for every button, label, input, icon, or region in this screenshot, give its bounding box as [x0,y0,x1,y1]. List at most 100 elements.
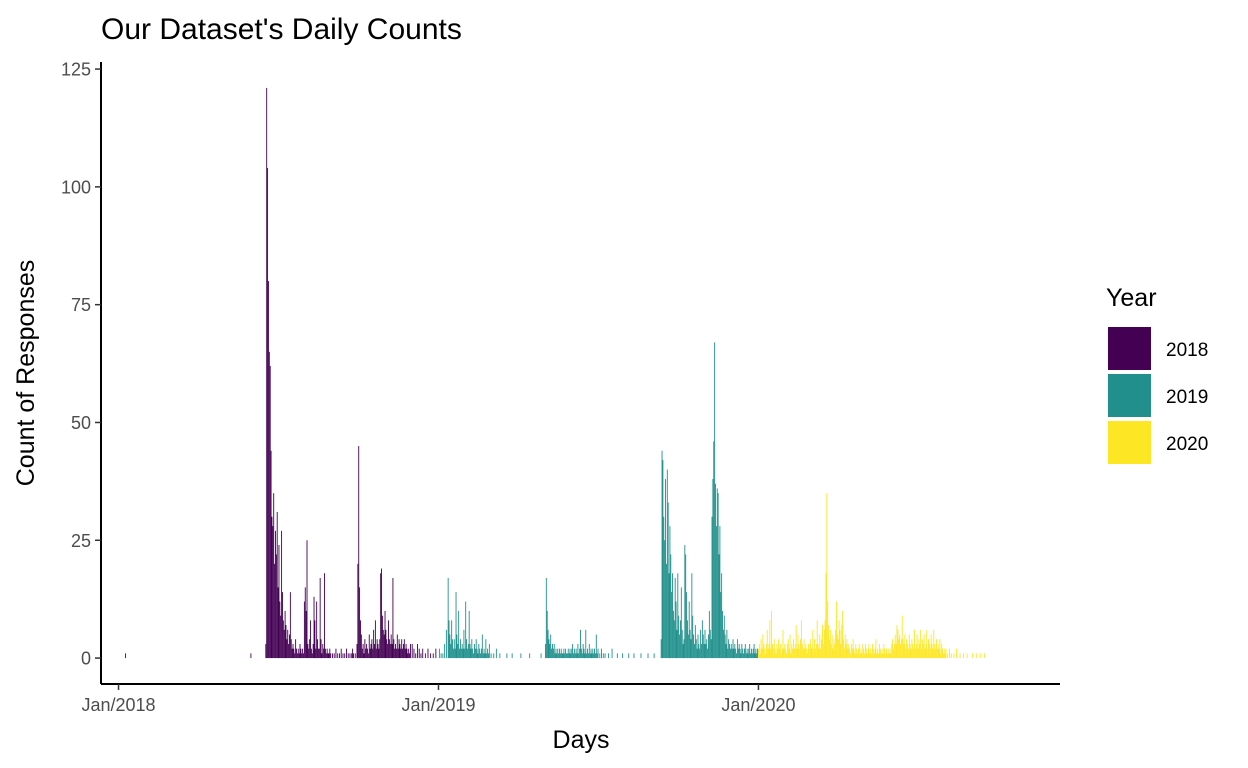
bar-2020-2020-06-19 [907,643,908,659]
bar-2020-2020-07-08 [923,634,925,659]
bar-2019-2019-01-10 [445,629,447,659]
bar-2019-2019-02-14 [476,648,478,659]
bar-2019-2019-01-21 [455,592,457,659]
bar-2018-2018-08-14 [315,648,317,659]
bar-2020-2020-01-05 [761,648,763,659]
bar-2020-2020-01-29 [782,629,784,659]
bar-2020-2020-03-06 [814,648,816,659]
bar-2020-2020-06-16 [904,634,906,659]
bar-2020-2020-06-18 [906,639,908,659]
bar-2019-2019-11-16 [717,493,719,659]
bar-2020-2020-02-07 [790,653,792,659]
bar-2019-2019-09-21 [668,573,670,659]
bar-2020-2020-06-11 [900,643,901,659]
bar-2020-2020-01-01 [758,648,759,659]
bar-2020-2020-06-10 [899,634,901,659]
bar-2018-2018-10-20 [374,643,375,659]
legend-swatch-2020 [1108,421,1151,464]
bar-2019-2019-12-17 [744,643,746,659]
bar-2019-2019-12-29 [755,648,757,659]
legend-label-2019: 2019 [1166,387,1208,408]
x-axis-title: Days [553,726,610,754]
bar-2019-2019-08-06 [628,653,630,659]
bar-2019-2019-12-03 [732,639,734,659]
bar-2020-2020-02-08 [791,643,793,659]
bar-2020-2020-07-21 [935,648,936,659]
bar-2019-2019-12-25 [751,653,753,659]
bar-2020-2020-06-23 [910,648,912,659]
bar-2020-2020-04-06 [842,610,844,659]
bar-2020-2020-04-17 [851,648,853,659]
bar-2019-2019-03-02 [490,653,492,659]
bar-2020-2020-07-09 [924,648,926,659]
bar-2019-2019-10-20 [694,643,695,659]
bar-2019-2019-06-30 [595,634,597,659]
bar-2019-2019-11-26 [726,629,728,659]
bar-2018-2018-08-13 [314,620,316,659]
bar-2018-2018-09-30 [356,643,358,659]
bar-2018-2018-10-23 [376,639,378,659]
bar-2020-2020-04-24 [857,648,859,659]
bar-2018-2018-08-01 [303,601,305,659]
bar-2019-2019-01-02 [438,648,440,659]
bar-2020-2020-01-11 [766,629,768,659]
bar-2019-2019-12-28 [754,653,756,659]
y-tick-label-0: 0 [81,649,91,669]
bar-2019-2019-11-12 [714,342,716,659]
bar-2019-2019-06-13 [580,648,582,659]
bar-2019-2019-06-02 [571,648,573,659]
bar-2019-2019-12-23 [750,653,752,659]
bar-2019-2019-08-12 [633,653,635,659]
bar-2019-2019-06-28 [594,648,595,659]
y-tick-label-50: 50 [71,413,91,433]
bar-2019-2019-01-08 [444,643,446,659]
x-axis-ticks: Jan/2018 Jan/2019 Jan/2020 [81,684,795,715]
bar-2020-2020-05-02 [864,643,866,659]
bar-2018-2018-08-29 [328,653,330,659]
bar-2019-2019-11-04 [707,648,709,659]
bar-2020-2020-04-27 [860,648,862,659]
bar-2019-2019-11-17 [718,554,720,659]
bar-2020-2020-06-29 [915,643,917,659]
bar-2019-2019-06-19 [586,653,588,659]
bar-2020-2020-01-23 [777,648,779,659]
bar-2020-2020-01-03 [759,653,761,659]
bar-2018-2018-07-28 [300,648,302,659]
bar-2018-2018-10-02 [358,446,360,659]
bar-2020-2020-01-04 [760,639,762,659]
bar-2019-2019-02-09 [472,648,474,659]
bar-2020-2020-02-23 [804,648,806,659]
bar-2018-2018-06-23 [269,365,271,659]
bar-2019-2019-07-18 [611,648,613,659]
legend-title: Year [1106,284,1157,312]
bar-2018-2018-09-02 [331,653,333,659]
bar-2019-2019-09-12 [660,639,662,659]
bar-2019-2019-10-16 [690,639,692,659]
bar-2020-2020-03-31 [836,634,838,659]
bar-2020-2020-08-08 [950,653,952,659]
bar-2019-2019-09-29 [675,601,677,659]
bar-2018-2018-11-11 [393,639,395,659]
bar-2020-2020-05-31 [890,653,892,659]
bar-2018-2018-08-08 [310,620,311,659]
bar-2019-2019-10-28 [701,643,702,659]
bar-2020-2020-01-28 [781,648,783,659]
bar-2020-2020-01-26 [779,643,781,659]
bar-2018-2018-09-06 [335,648,337,659]
bar-2018-2018-08-03 [305,610,307,659]
bar-2019-2019-02-28 [488,643,490,659]
bar-2019-2019-05-07 [548,639,550,659]
bar-2020-2020-07-05 [921,648,922,659]
bar-2020-2020-03-24 [830,643,832,659]
bar-2019-2019-12-30 [756,653,758,659]
legend-label-2020: 2020 [1166,434,1208,455]
bar-2019-2019-09-13 [661,450,663,659]
bar-2020-2020-02-22 [803,639,805,659]
bar-2019-2019-12-20 [747,653,749,659]
bar-2019-2019-10-19 [693,634,695,659]
bar-2019-2019-12-18 [745,653,747,659]
y-axis-ticks: 0 25 50 75 100 125 [61,60,101,669]
bar-2019-2019-10-23 [696,648,698,659]
bar-2020-2020-02-01 [785,648,787,659]
bar-2020-2020-03-09 [817,643,819,659]
